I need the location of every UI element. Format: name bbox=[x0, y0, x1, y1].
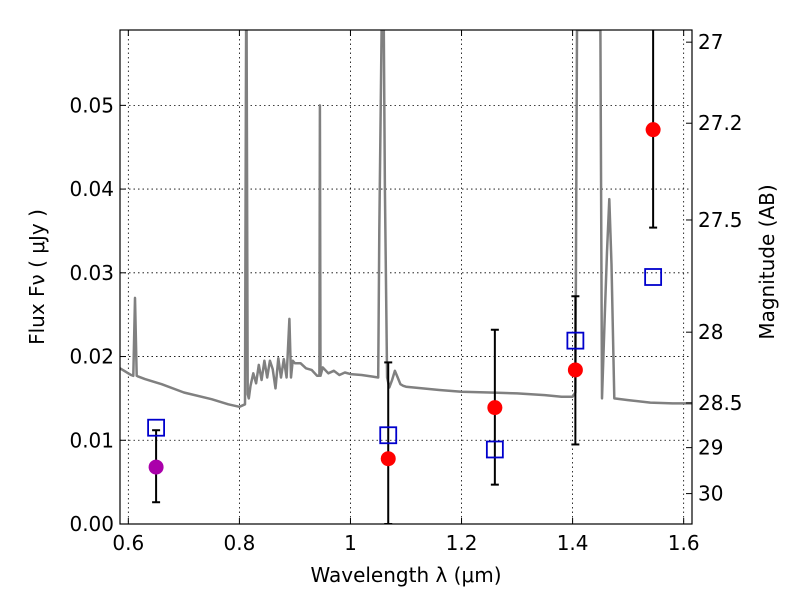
spectrum-line bbox=[120, 30, 692, 409]
y-tick-label: 0.01 bbox=[69, 428, 114, 452]
x-tick-label: 1.2 bbox=[446, 531, 478, 555]
plot-frame bbox=[119, 29, 693, 525]
model-square-marker bbox=[147, 418, 165, 437]
ticks-layer: 0.6 0.8 1 1.2 1.4 1.6 0.00 0.01 0.02 0.03 0.04 0.05… bbox=[69, 30, 743, 555]
model-square-marker bbox=[379, 426, 398, 445]
observed-point bbox=[645, 122, 661, 138]
y-tick-label: 0.02 bbox=[69, 345, 114, 369]
model-square-marker bbox=[566, 331, 585, 350]
x-tick-label: 0.8 bbox=[223, 531, 255, 555]
observed-point bbox=[567, 362, 583, 378]
magnitude-tick-label: 27 bbox=[698, 30, 723, 54]
x-tick-label: 1.4 bbox=[557, 531, 589, 555]
y-tick-label: 0.00 bbox=[69, 512, 114, 536]
magnitude-tick-label: 30 bbox=[698, 482, 723, 506]
x-tick-label: 1 bbox=[344, 531, 357, 555]
y-tick-label: 0.05 bbox=[69, 93, 114, 117]
magnitude-axis-title: Magnitude (AB) bbox=[755, 184, 779, 339]
x-tick-label: 0.6 bbox=[112, 531, 144, 555]
model-square-marker bbox=[644, 268, 663, 286]
magnitude-tick-label: 27.2 bbox=[698, 111, 743, 135]
observed-point bbox=[487, 400, 503, 416]
y-axis-title: Flux Fν ( μJy ) bbox=[25, 209, 49, 345]
observed-point bbox=[380, 451, 396, 467]
x-tick-label: 1.6 bbox=[668, 531, 700, 555]
model-square-marker bbox=[485, 440, 504, 459]
y-tick-label: 0.04 bbox=[69, 177, 114, 201]
x-axis-title: Wavelength λ (μm) bbox=[310, 563, 501, 587]
y-tick-label: 0.03 bbox=[69, 261, 114, 285]
magnitude-tick-label: 29 bbox=[698, 436, 723, 460]
observed-point bbox=[148, 459, 164, 475]
magnitude-tick-label: 27.5 bbox=[698, 208, 743, 232]
spectrum-layer bbox=[120, 30, 692, 409]
points-layer bbox=[147, 30, 663, 524]
magnitude-tick-label: 28.5 bbox=[698, 391, 743, 415]
magnitude-tick-label: 28 bbox=[698, 320, 723, 344]
